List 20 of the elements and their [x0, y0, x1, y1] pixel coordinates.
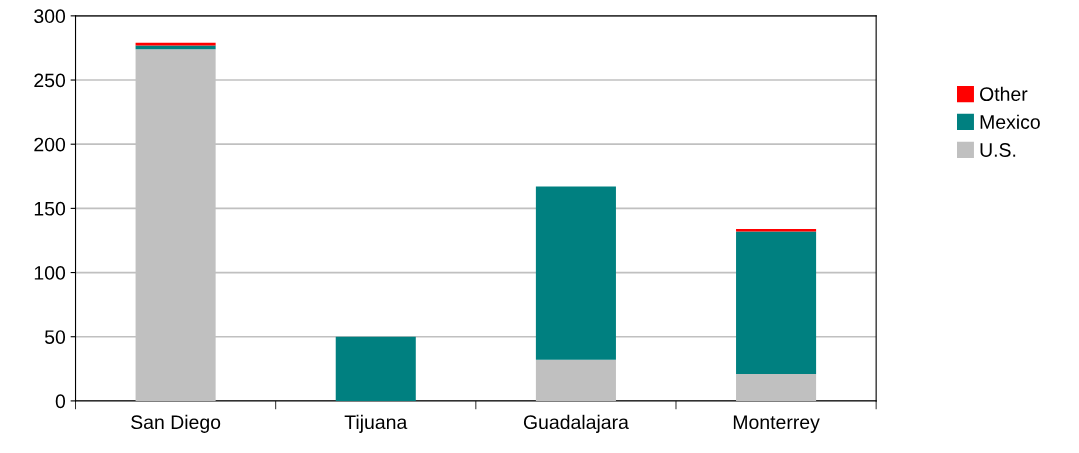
x-tick-label: San Diego	[131, 414, 221, 433]
bar	[535, 359, 616, 401]
legend-label: U.S.	[980, 143, 1016, 157]
y-tick-label: 200	[34, 137, 66, 152]
y-tick-label: 0	[55, 394, 66, 409]
x-tick-label: Tijuana	[344, 414, 408, 433]
legend-label: Mexico	[980, 114, 1040, 129]
y-tick-label: 150	[34, 201, 66, 216]
y-tick-label: 50	[44, 330, 66, 344]
y-tick-label: 250	[34, 73, 66, 88]
x-tick-label: Guadalajara	[523, 414, 629, 433]
bar	[535, 186, 616, 360]
y-tick-label: 100	[34, 266, 66, 280]
bar	[736, 373, 817, 401]
legend-label: Other	[980, 86, 1028, 101]
bar	[736, 231, 817, 374]
bar	[335, 336, 416, 401]
bar	[135, 45, 216, 50]
y-tick-label: 300	[34, 9, 66, 24]
x-tick-label: Monterrey	[733, 415, 820, 433]
